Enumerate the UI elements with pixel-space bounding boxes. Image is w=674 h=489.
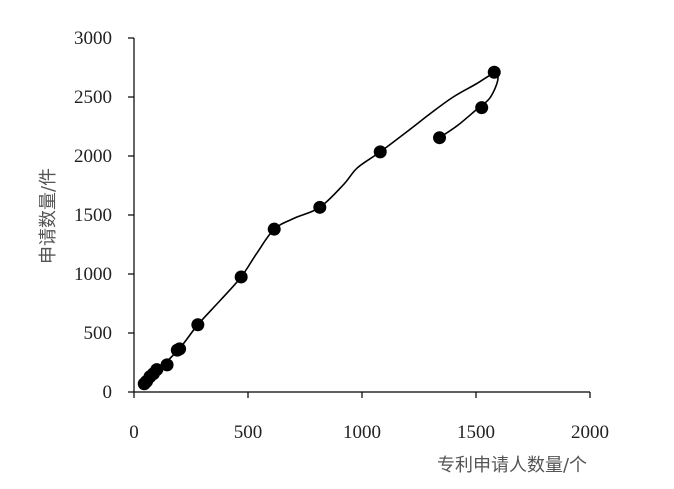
data-point	[487, 65, 501, 79]
y-tick-label: 1000	[74, 264, 112, 285]
y-tick-label: 0	[103, 382, 113, 403]
x-tick-label: 1500	[457, 422, 495, 443]
x-tick-label: 1000	[343, 422, 381, 443]
y-axis-title: 申请数量/件	[38, 168, 59, 264]
data-point	[475, 101, 489, 115]
data-point	[234, 270, 248, 284]
data-point	[313, 200, 327, 214]
data-point	[160, 358, 174, 372]
y-tick-label: 1500	[74, 205, 112, 226]
y-tick-label: 3000	[74, 28, 112, 49]
x-tick-label: 500	[234, 422, 263, 443]
data-point	[150, 363, 164, 377]
y-ticks: 0 500 1000 1500 2000 2500 3000	[74, 28, 134, 403]
x-tick-label: 0	[129, 422, 139, 443]
y-tick-label: 2500	[74, 87, 112, 108]
y-tick-label: 500	[84, 323, 113, 344]
data-point	[191, 318, 205, 332]
axes	[133, 38, 590, 393]
data-point	[267, 222, 281, 236]
data-point	[373, 145, 387, 159]
x-tick-label: 2000	[571, 422, 609, 443]
x-ticks: 0 500 1000 1500 2000	[129, 392, 609, 443]
trend-line	[142, 72, 499, 387]
data-points	[137, 65, 501, 391]
x-axis-title: 专利申请人数量/个	[437, 455, 587, 476]
data-point	[173, 342, 187, 356]
data-point	[433, 131, 447, 145]
y-tick-label: 2000	[74, 146, 112, 167]
